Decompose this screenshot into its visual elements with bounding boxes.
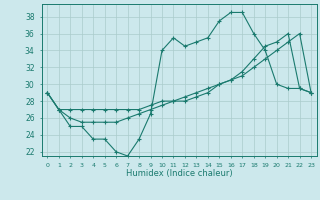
X-axis label: Humidex (Indice chaleur): Humidex (Indice chaleur) bbox=[126, 169, 233, 178]
